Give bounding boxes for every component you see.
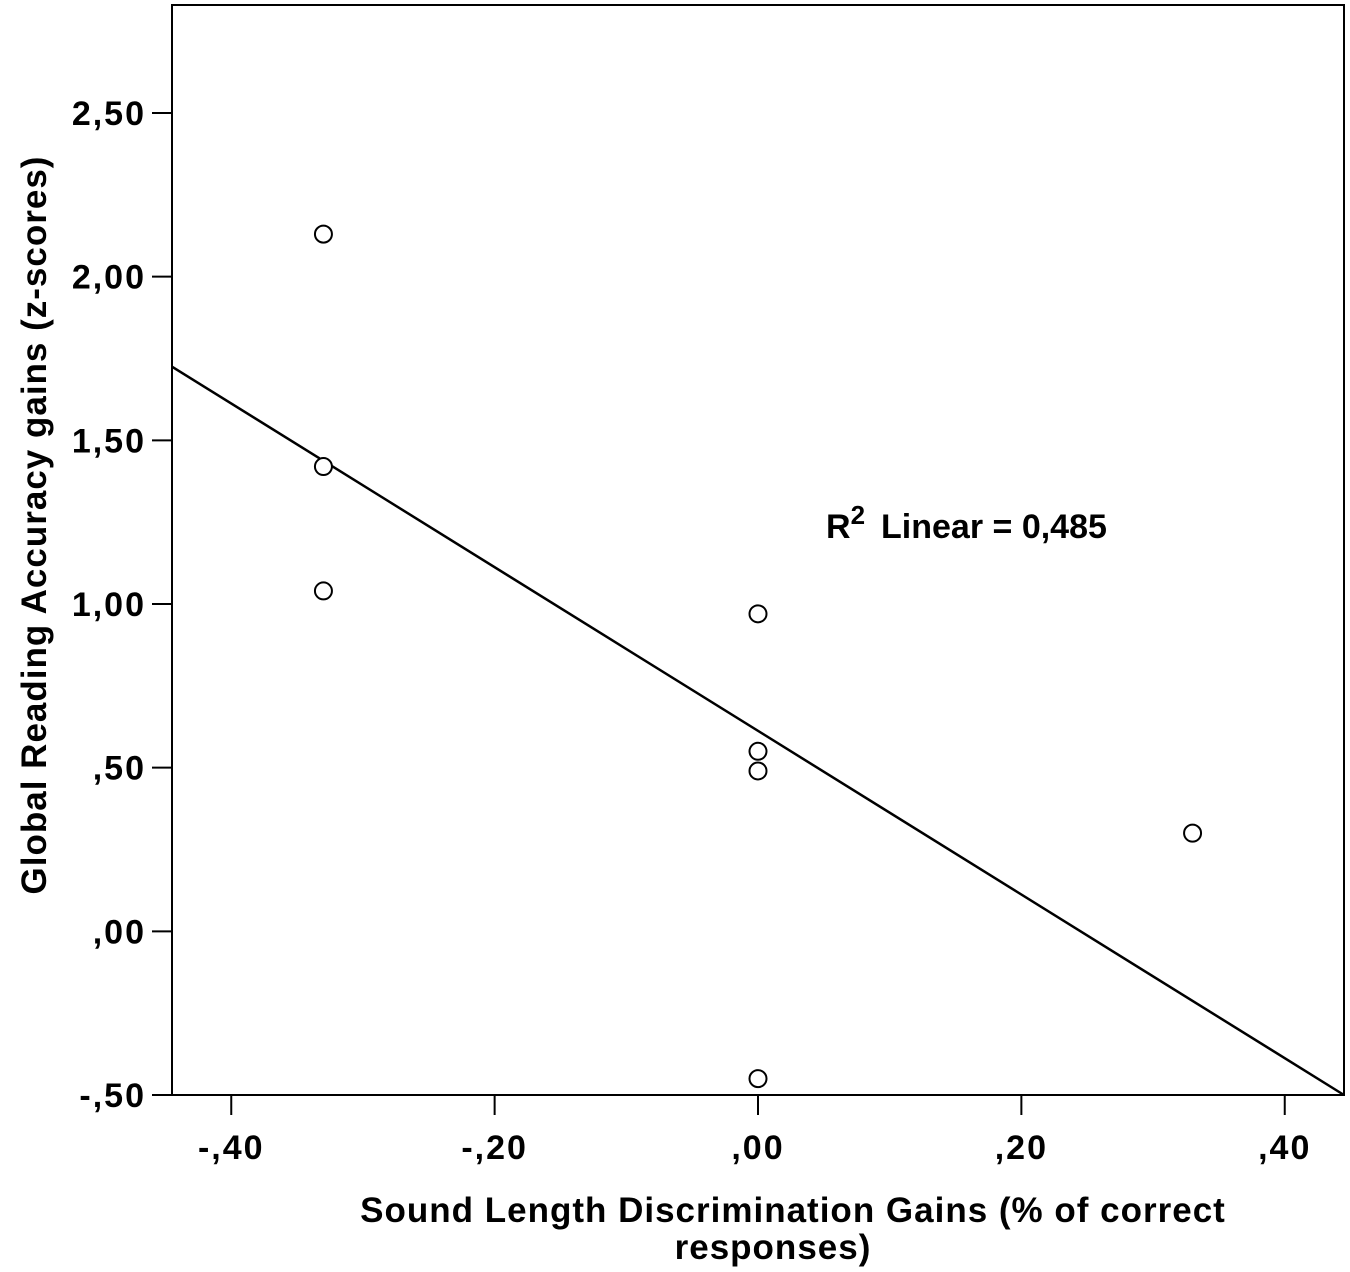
y-axis-title: Global Reading Accuracy gains (z-scores) bbox=[15, 156, 54, 895]
y-tick-label: 2,50 bbox=[72, 95, 146, 133]
data-point bbox=[1183, 823, 1203, 843]
x-axis-ticks: -,40 -,20 ,00 ,20 ,40 bbox=[198, 1095, 1311, 1167]
plot-frame bbox=[171, 4, 1345, 1096]
x-tick-label: -,20 bbox=[461, 1129, 528, 1167]
x-axis-title-line2: responses) bbox=[675, 1228, 872, 1267]
r-squared-r: R bbox=[826, 508, 851, 546]
r-squared-superscript: 2 bbox=[851, 500, 865, 530]
y-tick-label: -,50 bbox=[79, 1077, 146, 1115]
x-tick-label: -,40 bbox=[198, 1129, 265, 1167]
x-tick-label: ,40 bbox=[1258, 1129, 1311, 1167]
x-tick-label: ,20 bbox=[995, 1129, 1048, 1167]
y-tick-label: 1,00 bbox=[72, 586, 146, 624]
regression-line bbox=[171, 365, 1345, 1097]
r-squared-annotation: R2 Linear = 0,485 bbox=[826, 500, 1107, 546]
data-point bbox=[313, 581, 333, 601]
data-point bbox=[748, 604, 768, 624]
x-tick-label: ,00 bbox=[731, 1129, 784, 1167]
y-tick-label: 2,00 bbox=[72, 259, 146, 297]
r-squared-text: Linear = 0,485 bbox=[881, 508, 1107, 546]
data-point bbox=[748, 741, 768, 761]
y-axis-ticks: -,50 ,00 ,50 1,00 1,50 2,00 2,50 bbox=[72, 95, 172, 1115]
data-point bbox=[748, 761, 768, 781]
y-tick-label: ,00 bbox=[93, 913, 146, 951]
y-tick-label: ,50 bbox=[93, 750, 146, 788]
data-point bbox=[748, 1069, 768, 1089]
data-point bbox=[313, 457, 333, 477]
data-point bbox=[313, 224, 333, 244]
x-axis-title-line1: Sound Length Discrimination Gains (% of … bbox=[360, 1191, 1226, 1230]
data-points bbox=[313, 224, 1203, 1089]
y-tick-label: 1,50 bbox=[72, 422, 146, 460]
